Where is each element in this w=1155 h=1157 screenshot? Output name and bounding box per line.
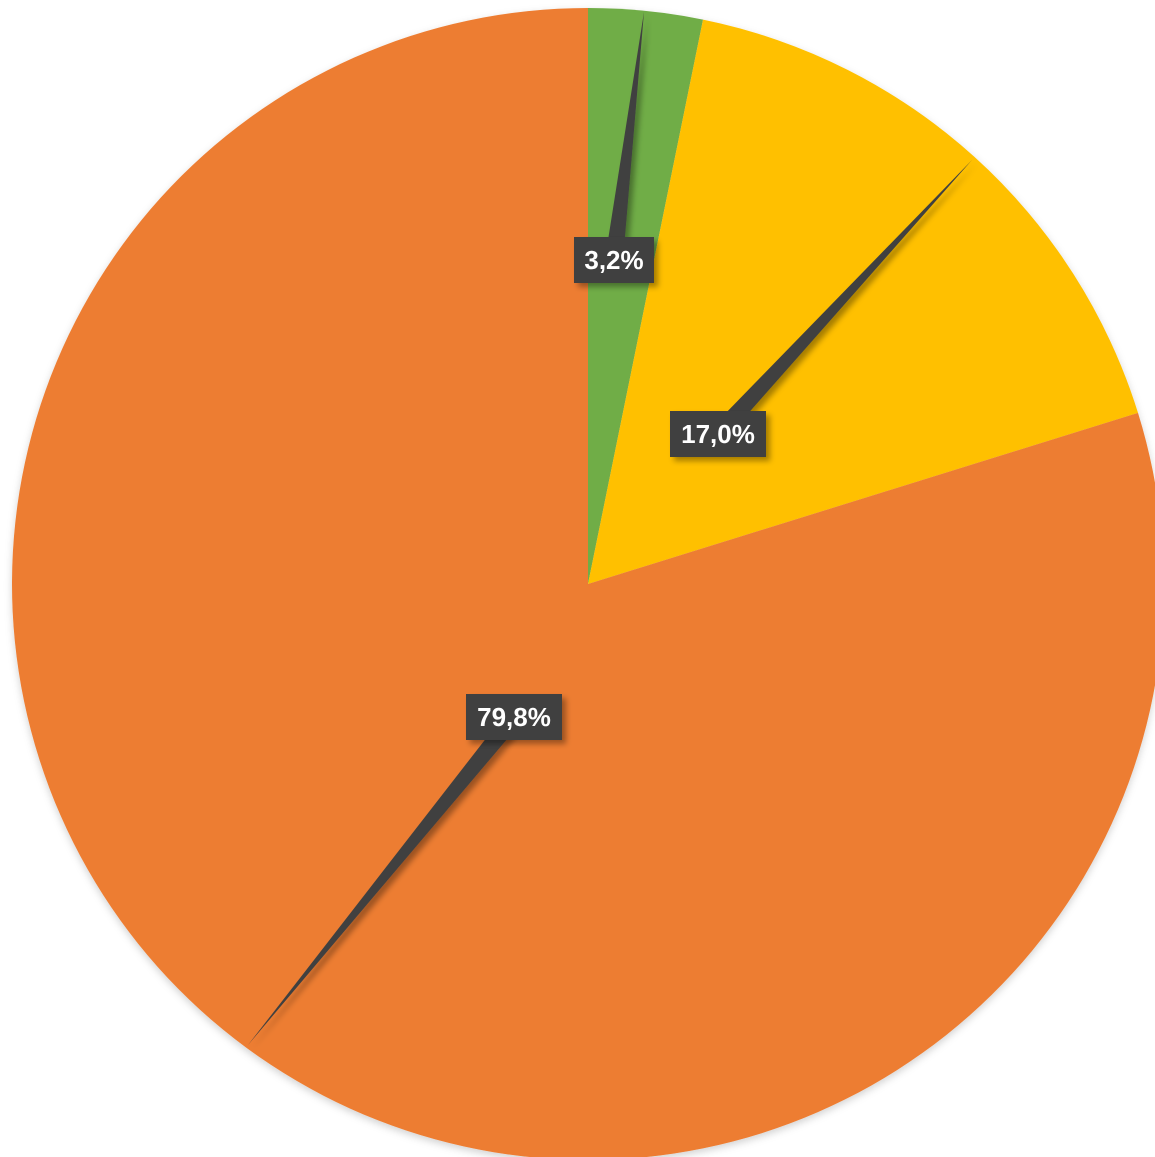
data-label-text-1: 3,2%: [584, 245, 643, 275]
slices-layer: [12, 8, 1155, 1157]
leader-line-1: [605, 12, 644, 262]
data-label-text-2: 17,0%: [681, 419, 755, 449]
data-label-1: 3,2%: [574, 237, 654, 283]
data-label-box-3: [466, 694, 562, 740]
leader-line-3: [248, 711, 521, 1045]
leader-lines-layer: [248, 12, 972, 1045]
data-label-2: 17,0%: [670, 411, 766, 457]
data-label-text-3: 79,8%: [477, 702, 551, 732]
data-label-3: 79,8%: [466, 694, 562, 740]
pie-slice-1: [588, 8, 704, 584]
data-label-box-1: [574, 237, 654, 283]
data-labels-layer: 3,2% 17,0% 79,8%: [466, 237, 766, 740]
pie-slice-3: [12, 8, 1155, 1157]
data-label-box-2: [670, 411, 766, 457]
leader-line-2: [711, 160, 972, 441]
